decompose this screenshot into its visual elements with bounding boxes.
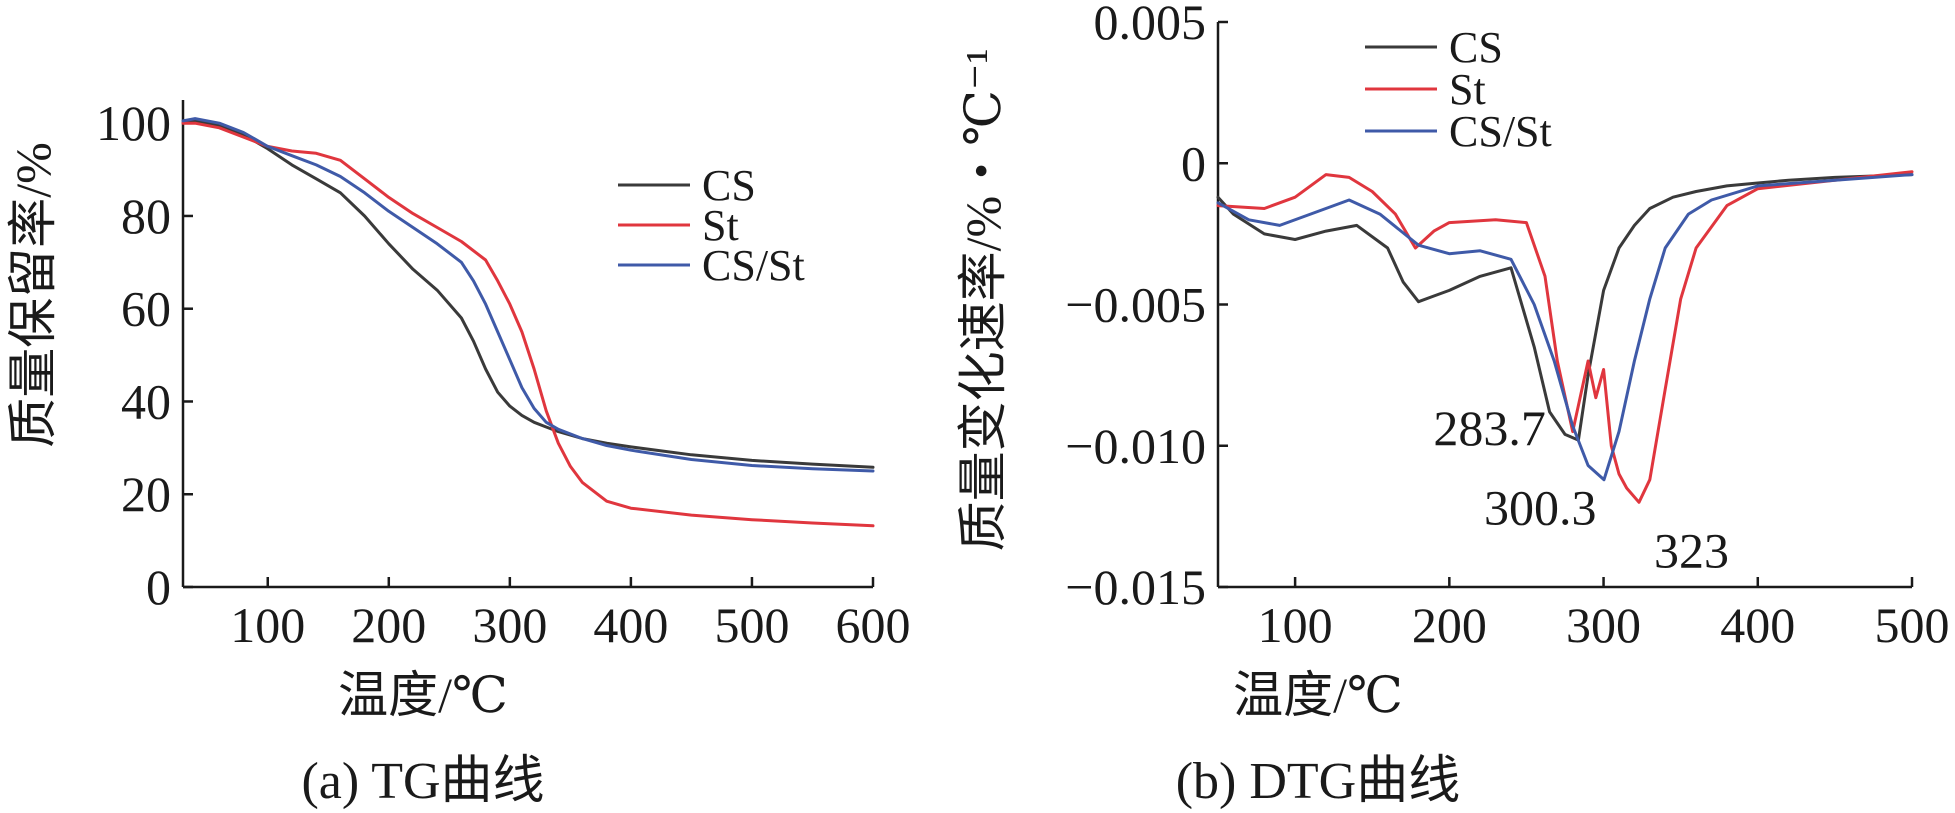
dtg-series-line-cs-st [1216, 173, 1914, 482]
dtg-peak-annotation: 300.3 [1484, 480, 1597, 536]
tg-x-tick-label: 600 [836, 597, 911, 653]
dtg-series-line-st [1216, 170, 1914, 504]
tg-legend-label: St [702, 201, 739, 250]
tg-caption: (a) TG曲线 [301, 753, 544, 810]
dtg-x-tick-label: 200 [1412, 597, 1487, 653]
tg-series-line-cs [181, 119, 875, 469]
tg-x-tick-label: 100 [230, 597, 305, 653]
dtg-y-tick-label: 0 [1181, 135, 1206, 191]
tg-x-axis-label: 温度/℃ [338, 667, 508, 723]
dtg-y-axis-label: 质量变化速率/%・℃⁻¹ [955, 49, 1011, 552]
tg-x-tick-label: 300 [472, 597, 547, 653]
dtg-legend-label: CS [1449, 23, 1503, 72]
dtg-peak-annotation: 323 [1654, 522, 1729, 578]
tg-x-tick-label: 400 [593, 597, 668, 653]
dtg-y-tick-label: −0.010 [1065, 418, 1206, 474]
tg-legend-label: CS/St [702, 241, 805, 290]
dtg-x-axis-label: 温度/℃ [1233, 667, 1403, 723]
dtg-x-tick-label: 500 [1875, 597, 1950, 653]
tg-y-tick-label: 20 [121, 466, 171, 522]
tg-x-tick-label: 200 [351, 597, 426, 653]
tg-y-tick-label: 60 [121, 281, 171, 337]
tg-y-tick-label: 0 [146, 559, 171, 615]
dtg-series-line-cs [1216, 173, 1914, 442]
dtg-legend-label: St [1449, 65, 1486, 114]
dtg-peak-annotation: 283.7 [1433, 400, 1546, 456]
dtg-y-tick-label: −0.005 [1065, 277, 1206, 333]
tg-series-line-cs-st [181, 117, 875, 473]
tg-legend-label: CS [702, 161, 756, 210]
dtg-x-tick-label: 100 [1258, 597, 1333, 653]
tg-x-tick-label: 500 [714, 597, 789, 653]
dtg-chart: 质量变化速率/%・℃⁻¹ 温度/℃ (b) DTG曲线 100 200 300 400… [955, 0, 1950, 810]
dtg-y-tick-label: 0.005 [1094, 0, 1207, 50]
dtg-y-tick-label: −0.015 [1065, 559, 1206, 615]
tg-y-axis-label: 质量保留率/% [5, 142, 61, 448]
tg-y-tick-label: 100 [96, 95, 171, 151]
tg-chart: 质量保留率/% 温度/℃ (a) TG曲线 100 200 300 400 500 600… [5, 95, 911, 810]
tg-y-tick-label: 40 [121, 373, 171, 429]
dtg-caption: (b) DTG曲线 [1176, 753, 1461, 810]
dtg-legend-label: CS/St [1449, 107, 1552, 156]
dtg-x-tick-label: 300 [1566, 597, 1641, 653]
tg-y-tick-label: 80 [121, 188, 171, 244]
dtg-x-tick-label: 400 [1720, 597, 1795, 653]
tg-series-line-st [181, 121, 875, 528]
